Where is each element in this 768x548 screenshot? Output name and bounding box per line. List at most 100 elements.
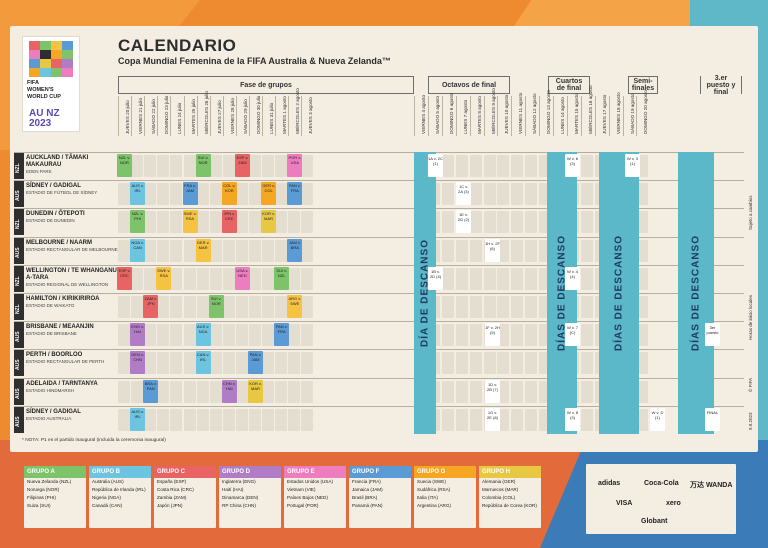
empty-slot <box>131 267 144 290</box>
group-team: Costa Rica (CRC) <box>157 487 194 492</box>
empty-slot <box>275 352 288 375</box>
match-card[interactable]: KOR v. MAR <box>261 210 277 234</box>
empty-slot <box>262 267 275 290</box>
knockout-match-card[interactable]: 1B v. 2D (4) <box>428 266 443 290</box>
match-card[interactable]: SWE v. RSA <box>156 266 172 290</box>
empty-slot <box>580 380 593 403</box>
knockout-match-card[interactable]: 1F v. 2H (5) <box>485 323 500 347</box>
empty-slot <box>636 380 649 403</box>
match-card[interactable]: PAN v. FRA <box>287 182 303 206</box>
empty-slot <box>249 267 261 290</box>
match-card[interactable]: SUI v. NOR <box>195 154 211 177</box>
empty-slot <box>235 211 248 234</box>
sponsor-logo: VISA <box>616 500 633 507</box>
match-card[interactable]: JAM v. BRA <box>287 238 303 262</box>
match-card[interactable]: ESP v. ZAM <box>234 154 250 177</box>
knockout-match-card[interactable]: W v. 3 (1) <box>625 154 640 177</box>
empty-slot <box>183 324 196 347</box>
knockout-match-card[interactable]: FINAL <box>705 407 720 431</box>
knockout-match-card[interactable]: 1D v. 2B (7) <box>485 379 500 403</box>
empty-slot <box>469 380 482 403</box>
match-card[interactable]: SUI v. NZL <box>274 266 290 290</box>
empty-slot <box>209 352 222 375</box>
empty-slot <box>441 380 454 403</box>
match-card[interactable]: AUS v. IRL <box>130 182 146 206</box>
match-card[interactable]: COL v. KOR <box>221 182 237 206</box>
match-card[interactable]: POR v. USA <box>287 154 303 177</box>
match-card[interactable]: ZAM v. JPN <box>143 295 159 318</box>
match-card[interactable]: PAN v. FRA <box>274 323 290 347</box>
knockout-match-card[interactable]: 1A v. 2C (1) <box>428 154 443 177</box>
group-team: Alemania (GER) <box>482 479 516 484</box>
empty-slot <box>469 267 482 290</box>
match-card[interactable]: ENG v. HAI <box>130 323 146 347</box>
match-card[interactable]: DEN v. CHN <box>130 351 146 375</box>
match-card[interactable]: GER v. COL <box>261 182 277 206</box>
empty-slot <box>525 211 538 234</box>
knockout-match-card[interactable]: W v. D (1) <box>650 407 665 431</box>
match-card[interactable]: GER v. MAR <box>195 238 211 262</box>
venue-label: AUCKLAND / TĀMAKI MAKAURAU EDEN PARK <box>26 155 89 174</box>
knockout-match-card[interactable]: W v. 7 (C) <box>565 323 580 347</box>
group-team: Brasil (BRA) <box>352 495 378 500</box>
group-title: GRUPO C <box>154 466 216 478</box>
empty-slot <box>249 239 261 262</box>
match-card[interactable]: BRA v. PAN <box>143 379 159 403</box>
sponsor-logo: 万达 WANDA <box>690 482 733 489</box>
empty-slot <box>144 155 157 177</box>
date-column: VIERNES 11 agosto <box>511 93 524 136</box>
knockout-match-card[interactable]: 1G v. 2E (8) <box>485 407 500 431</box>
empty-slot <box>157 239 170 262</box>
empty-slot <box>209 211 222 234</box>
empty-slot <box>118 296 130 318</box>
match-card[interactable]: SUI v. NOR <box>208 295 224 318</box>
empty-slot <box>183 380 196 403</box>
knockout-match-card[interactable]: W v. 6 (3) <box>565 154 580 177</box>
group-card: GRUPO G Suecia (SWE) Sudáfrica (RSA) Italia… <box>414 466 476 528</box>
phase-group-stage: Fase de grupos <box>118 76 414 94</box>
empty-slot <box>580 183 593 206</box>
match-card[interactable]: ARG v. SWE <box>287 295 303 318</box>
match-card[interactable]: ESP v. CRC <box>117 266 132 290</box>
match-card[interactable]: NZL v. NOR <box>117 154 132 177</box>
knockout-match-card[interactable]: W v. 4 (4) <box>565 266 580 290</box>
match-card[interactable]: PAN v. JAM <box>248 351 263 375</box>
empty-slot <box>580 324 593 347</box>
match-card[interactable]: NZL v. PHI <box>130 210 146 234</box>
rest-day-band: DÍAS DE DESCANSO <box>678 152 714 434</box>
knockout-match-card[interactable]: 1E v. 2G (2) <box>456 210 471 234</box>
venue-label: BRISBANE / MEAANJIN ESTADIO DE BRISBANE <box>26 324 94 337</box>
knockout-match-card[interactable]: 1H v. 2F (6) <box>485 238 500 262</box>
empty-slot <box>118 408 130 431</box>
empty-slot <box>497 267 510 290</box>
match-card[interactable]: CAN v. IRL <box>195 351 211 375</box>
empty-slot <box>580 155 593 177</box>
country-tag: AUS <box>14 181 24 208</box>
group-team: Colombia (COL) <box>482 495 516 500</box>
side-label: Horas de inicio locales <box>748 294 753 340</box>
empty-slot <box>157 296 170 318</box>
empty-slot <box>301 267 314 290</box>
date-column: SÁBADO 29 julio <box>235 96 249 136</box>
match-card[interactable]: SWE v. RSA <box>182 210 198 234</box>
date-column: LUNES 7 agosto <box>455 96 469 136</box>
match-card[interactable]: KOR v. MAR <box>248 379 263 403</box>
knockout-match-card[interactable]: W v. 8 (3) <box>565 407 580 431</box>
empty-slot <box>262 380 275 403</box>
group-team: Canadá (CAN) <box>92 503 123 508</box>
country-tag: AUS <box>14 406 24 433</box>
rest-day-band: DÍAS DE DESCANSO <box>547 152 577 434</box>
empty-slot <box>497 324 510 347</box>
match-card[interactable]: AUS v. NGA <box>195 323 211 347</box>
match-card[interactable]: FRA v. JAM <box>182 182 198 206</box>
match-card[interactable]: AUS v. IRL <box>130 407 146 431</box>
empty-slot <box>288 211 301 234</box>
match-card[interactable]: JPN v. CRC <box>221 210 237 234</box>
empty-slot <box>118 183 130 206</box>
match-card[interactable]: USA v. NED <box>234 266 250 290</box>
knockout-match-card[interactable]: 1C v. 2A (3) <box>456 182 471 206</box>
knockout-match-card[interactable]: 3er puesto <box>705 323 720 347</box>
match-card[interactable]: NGA v. CAN <box>130 238 146 262</box>
match-card[interactable]: CHN v. HAI <box>221 379 237 403</box>
empty-slot <box>222 239 235 262</box>
